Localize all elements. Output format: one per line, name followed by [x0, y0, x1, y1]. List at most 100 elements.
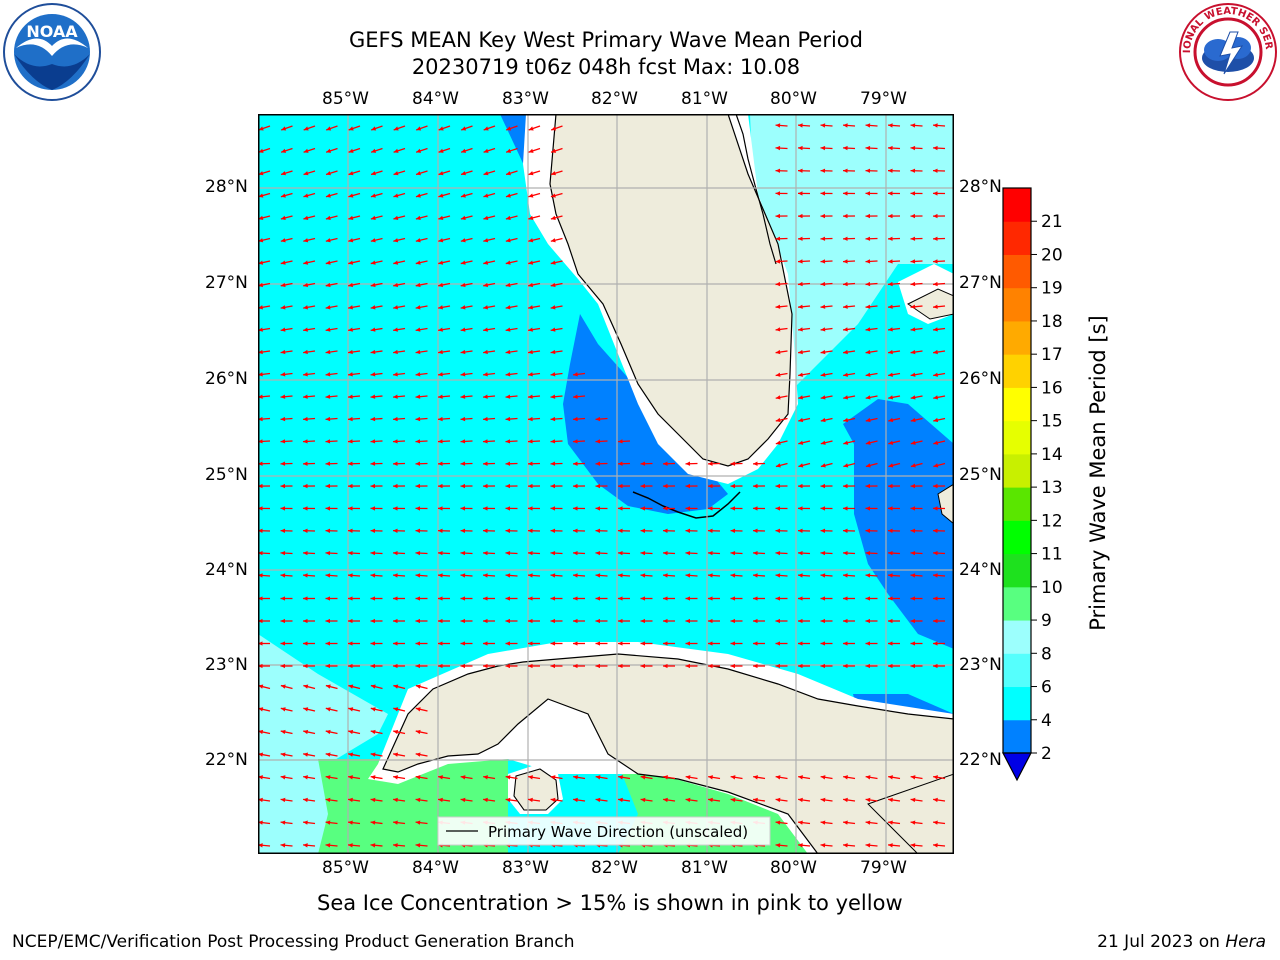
wave-direction-arrowhead: [933, 213, 938, 219]
wave-direction-arrowhead: [910, 775, 916, 780]
wave-direction-arrowhead: [865, 618, 871, 624]
wave-direction-arrowhead: [505, 439, 511, 444]
wave-direction-arrowhead: [460, 506, 466, 511]
wave-direction-arrowhead: [393, 305, 398, 310]
wave-direction-arrowhead: [573, 506, 578, 511]
wave-direction-arrowhead: [348, 684, 354, 689]
wave-direction-arrowhead: [933, 236, 938, 241]
wave-direction-arrowhead: [348, 305, 353, 310]
wave-direction-arrowhead: [483, 148, 489, 153]
wave-direction-arrowhead: [528, 260, 534, 265]
wave-direction-arrowhead: [303, 820, 308, 825]
wave-direction-arrowhead: [258, 483, 263, 489]
wave-direction-arrowhead: [528, 797, 533, 803]
wave-direction-arrowhead: [888, 843, 893, 848]
wave-direction-arrowhead: [280, 372, 286, 377]
colorbar-tick-label: 9: [1041, 611, 1052, 631]
wave-direction-arrowhead: [393, 843, 398, 848]
wave-direction-arrowhead: [393, 752, 399, 757]
wave-direction-arrowhead: [348, 372, 353, 377]
wave-direction-arrowhead: [865, 463, 871, 468]
wave-direction-arrowhead: [551, 126, 557, 131]
wave-direction-arrowhead: [820, 573, 826, 578]
wave-direction-arrowhead: [280, 193, 286, 198]
lat-label-right-25n: 25°N: [959, 465, 1002, 485]
wave-direction-arrowhead: [910, 281, 916, 287]
wave-direction-arrowhead: [798, 191, 803, 196]
wave-direction-arrowhead: [775, 327, 781, 332]
wave-direction-arrowhead: [595, 596, 601, 601]
wave-direction-arrowhead: [618, 618, 623, 624]
wave-direction-arrowhead: [528, 238, 534, 243]
wave-direction-arrowhead: [573, 372, 578, 377]
wave-direction-arrowhead: [258, 215, 264, 221]
wave-direction-arrowhead: [663, 775, 668, 780]
wave-direction-arrowhead: [798, 596, 803, 601]
wave-direction-arrowhead: [820, 191, 826, 196]
wave-direction-arrowhead: [326, 171, 331, 176]
wave-direction-arrowhead: [595, 618, 601, 624]
wave-direction-arrowhead: [910, 440, 916, 445]
wave-direction-arrowhead: [348, 215, 354, 221]
wave-direction-arrowhead: [415, 305, 421, 310]
wave-direction-arrowhead: [663, 663, 668, 669]
wave-direction-arrowhead: [910, 327, 916, 332]
colorbar-tick-label: 14: [1041, 445, 1063, 465]
wave-direction-arrowhead: [258, 506, 263, 511]
wave-direction-arrowhead: [798, 213, 803, 219]
wave-direction-arrowhead: [438, 775, 443, 780]
wave-direction-arrowhead: [865, 573, 871, 578]
wave-direction-arrowhead: [438, 260, 444, 265]
wave-direction-arrowhead: [483, 171, 489, 176]
wave-direction-arrowhead: [393, 729, 399, 735]
wave-direction-arrowhead: [325, 729, 331, 735]
wave-direction-arrowhead: [798, 281, 803, 287]
colorbar-tick-label: 15: [1041, 412, 1063, 432]
wave-direction-arrowhead: [280, 528, 286, 533]
lon-label-top-84w: 84°W: [412, 89, 459, 109]
wave-direction-arrowhead: [820, 506, 826, 511]
wave-direction-arrowhead: [573, 394, 578, 399]
wave-direction-arrowhead: [393, 215, 399, 221]
wave-direction-arrowhead: [415, 820, 421, 825]
wave-direction-arrowhead: [325, 663, 331, 669]
wave-direction-arrowhead: [820, 528, 826, 533]
wave-direction-arrowhead: [483, 260, 489, 265]
wave-direction-arrowhead: [393, 707, 399, 712]
wave-direction-arrowhead: [460, 372, 466, 377]
wave-direction-arrowhead: [438, 550, 443, 556]
wave-direction-arrowhead: [258, 820, 263, 825]
wave-direction-arrowhead: [371, 171, 376, 176]
wave-direction-arrowhead: [753, 596, 758, 601]
wave-direction-arrowhead: [820, 259, 826, 264]
wave-direction-arrowhead: [528, 349, 533, 355]
wave-direction-arrowhead: [910, 483, 916, 489]
wave-direction-arrowhead: [505, 327, 511, 332]
colorbar-bin: [1003, 620, 1031, 654]
wave-direction-arrowhead: [303, 238, 309, 243]
wave-direction-arrowhead: [415, 349, 421, 355]
colorbar-bin: [1003, 487, 1031, 521]
wave-direction-arrowhead: [483, 193, 489, 198]
lon-label-top-81w: 81°W: [681, 89, 728, 109]
wave-direction-arrowhead: [393, 550, 398, 556]
wave-direction-arrowhead: [910, 528, 916, 533]
map-frame: [258, 114, 954, 854]
wave-direction-arrowhead: [483, 327, 488, 332]
wave-direction-arrowhead: [775, 440, 781, 445]
wave-direction-arrowhead: [460, 439, 466, 444]
wave-direction-arrowhead: [820, 663, 826, 669]
wave-direction-arrowhead: [888, 463, 894, 468]
wave-direction-arrowhead: [708, 573, 713, 578]
wave-direction-arrowhead: [550, 394, 556, 399]
wave-direction-arrowhead: [505, 260, 511, 265]
wave-direction-arrowhead: [393, 126, 399, 131]
wave-direction-arrowhead: [550, 618, 556, 624]
wave-direction-arrowhead: [370, 573, 376, 578]
wave-direction-arrowhead: [415, 506, 421, 511]
wave-direction-arrowhead: [483, 394, 488, 399]
wave-direction-arrowhead: [820, 372, 826, 377]
wave-direction-arrowhead: [348, 618, 353, 624]
wave-direction-arrowhead: [415, 729, 421, 735]
wave-direction-arrowhead: [438, 797, 443, 803]
